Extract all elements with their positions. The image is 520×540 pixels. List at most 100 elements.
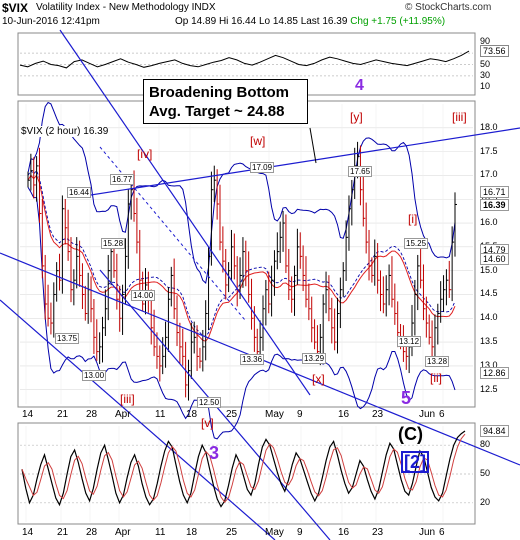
symbol-title: $VIX bbox=[2, 1, 29, 15]
rsi-top-tick-2: 50 bbox=[480, 58, 491, 69]
wave-red-label-3: [y] bbox=[350, 110, 363, 124]
price-tick-3: 16.5 bbox=[480, 193, 498, 203]
high-value: Hi 16.44 bbox=[218, 16, 257, 27]
price-annotation-3: 14.00 bbox=[131, 290, 156, 301]
price-tick-11: 12.5 bbox=[480, 383, 498, 394]
x-label-bottom-7: May bbox=[265, 527, 284, 538]
price-tick-2: 17.0 bbox=[480, 169, 498, 180]
mid-band-line bbox=[27, 169, 456, 337]
price-annotation-1: 16.77 bbox=[110, 174, 135, 185]
price-annotation-5: 13.00 bbox=[82, 370, 107, 381]
osc-black-line bbox=[21, 430, 466, 508]
x-label-bottom-12: 6 bbox=[439, 527, 445, 538]
price-tick-8: 14.0 bbox=[480, 312, 498, 323]
rsi-top-tick-0: 90 bbox=[480, 35, 491, 46]
rsi-top-tick-3: 30 bbox=[480, 69, 491, 80]
x-label-bottom-6: 25 bbox=[226, 527, 238, 538]
last-value: Last 16.39 bbox=[300, 16, 348, 27]
callout-box: Broadening Bottom Avg. Target ~ 24.88 bbox=[143, 79, 308, 124]
upper-band-line bbox=[27, 101, 456, 284]
wave-purple-5: 5 bbox=[401, 388, 412, 408]
price-legend: $VIX (2 hour) 16.39 bbox=[21, 126, 109, 137]
price-annotation-8: 13.36 bbox=[240, 354, 265, 365]
upper-trendline bbox=[77, 127, 520, 198]
moving-average-line bbox=[27, 174, 456, 342]
x-label-bottom-4: 11 bbox=[155, 527, 166, 538]
x-label-top-5: 18 bbox=[186, 409, 198, 420]
osc-tick-1: 80 bbox=[480, 439, 491, 450]
price-tick-4: 16.0 bbox=[480, 217, 498, 228]
wave-red-label-7: [ii] bbox=[430, 371, 442, 385]
x-label-top-10: 23 bbox=[372, 409, 384, 420]
price-annotation-6: 12.50 bbox=[197, 397, 222, 408]
rsi-top-series-line bbox=[19, 50, 470, 69]
x-label-top-3: Apr bbox=[115, 409, 131, 420]
rsi-top-tick-1: 73.56 bbox=[480, 45, 509, 58]
index-name-text: Volatility Index - New Methodology bbox=[36, 2, 189, 13]
wave-red-label-4: [iii] bbox=[452, 110, 467, 124]
price-annotation-11: 15.25 bbox=[404, 238, 429, 249]
bands-and-ma bbox=[27, 101, 456, 440]
x-label-bottom-9: 16 bbox=[338, 527, 350, 538]
x-label-top-0: 14 bbox=[22, 409, 34, 420]
callout-line1: Broadening Bottom bbox=[149, 84, 289, 101]
change-value: Chg +1.75 (+11.95%) bbox=[350, 16, 446, 27]
datetime-label: 10-Jun-2016 12:41pm bbox=[2, 16, 100, 27]
wave-purple-3: 3 bbox=[209, 443, 220, 463]
price-tick-10: 13.0 bbox=[480, 359, 498, 370]
price-annotation-9: 13.29 bbox=[302, 353, 327, 364]
x-label-bottom-1: 21 bbox=[57, 527, 69, 538]
x-label-top-1: 21 bbox=[57, 409, 69, 420]
price-tick-7: 14.5 bbox=[480, 288, 498, 299]
exchange-text: INDX bbox=[191, 2, 216, 13]
open-value: Op 14.89 bbox=[175, 16, 217, 27]
rsi-top-line bbox=[19, 50, 470, 69]
brand-label: © StockCharts.com bbox=[405, 2, 492, 13]
wave-red-label-1: [iii] bbox=[120, 392, 135, 406]
lower-band-line bbox=[27, 187, 456, 440]
wave-red-label-0: [iv] bbox=[137, 147, 153, 161]
wave-2-label: [2] bbox=[401, 451, 429, 473]
wave-red-label-8: [v] bbox=[201, 416, 214, 430]
price-value-tag-3: 14.60 bbox=[480, 253, 509, 265]
price-tick-9: 13.5 bbox=[480, 336, 498, 347]
x-label-top-8: 9 bbox=[297, 409, 303, 420]
x-label-bottom-3: Apr bbox=[115, 527, 131, 538]
price-value-tag-0: 16.71 bbox=[480, 186, 509, 198]
price-annotation-2: 15.28 bbox=[101, 238, 126, 249]
price-value-tag-4: 12.86 bbox=[480, 367, 509, 379]
x-label-bottom-5: 18 bbox=[186, 527, 198, 538]
quote-line: Op 14.89 Hi 16.44 Lo 14.85 Last 16.39 Ch… bbox=[175, 16, 445, 27]
price-tick-6: 15.0 bbox=[480, 264, 498, 275]
x-label-bottom-11: Jun bbox=[419, 527, 436, 538]
x-label-bottom-2: 28 bbox=[86, 527, 98, 538]
callout-pointer bbox=[309, 127, 317, 164]
price-annotation-12: 13.12 bbox=[397, 336, 422, 347]
price-tick-0: 18.0 bbox=[480, 121, 498, 132]
x-label-top-12: 6 bbox=[439, 409, 445, 420]
wave-c-label: (C) bbox=[398, 424, 423, 444]
wave-red-label-5: [i] bbox=[408, 212, 418, 226]
descending-trendline bbox=[59, 29, 311, 396]
low-value: Lo 14.85 bbox=[258, 16, 298, 27]
osc-tick-2: 50 bbox=[480, 468, 491, 478]
wave-purple-4: 4 bbox=[355, 77, 364, 94]
price-annotation-7: 17.09 bbox=[250, 162, 275, 173]
x-label-top-6: 25 bbox=[226, 409, 238, 420]
rsi-top-tick-4: 10 bbox=[480, 81, 491, 92]
price-value-tag-1: 16.39 bbox=[480, 199, 509, 211]
x-label-top-9: 16 bbox=[338, 409, 350, 420]
index-name: Volatility Index - New Methodology INDX bbox=[36, 2, 216, 13]
callout-line2: Avg. Target ~ 24.88 bbox=[149, 103, 285, 120]
wave-red-label-2: [w] bbox=[250, 134, 266, 148]
osc-tick-0: 94.84 bbox=[480, 424, 509, 437]
lower-channel-trendline bbox=[0, 299, 276, 540]
x-label-bottom-10: 23 bbox=[372, 527, 384, 538]
wave-red-label-6: [x] bbox=[312, 372, 325, 386]
price-annotation-0: 16.44 bbox=[67, 187, 92, 198]
osc-tick-3: 20 bbox=[480, 496, 491, 507]
x-label-bottom-8: 9 bbox=[297, 527, 303, 538]
price-tick-1: 17.5 bbox=[480, 145, 498, 156]
x-label-top-11: Jun bbox=[419, 409, 436, 420]
price-annotation-4: 13.75 bbox=[55, 333, 80, 344]
